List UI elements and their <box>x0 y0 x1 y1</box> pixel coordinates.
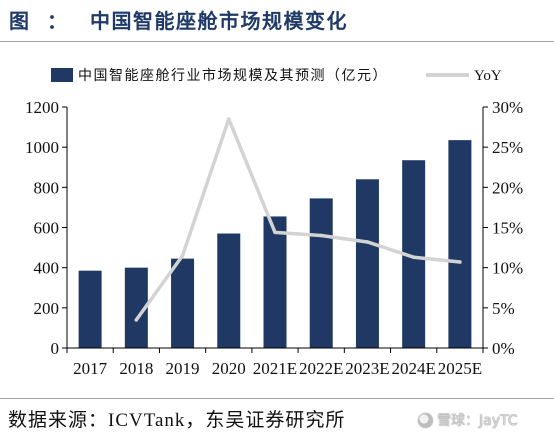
y-tick-label: 1200 <box>25 98 59 117</box>
y2-tick-label: 25% <box>492 138 523 157</box>
bar-2017 <box>78 270 102 348</box>
title-separator: ： <box>47 9 67 33</box>
figure-label: 图 <box>9 9 29 33</box>
legend-label-line: YoY <box>474 68 502 84</box>
yoy-point-2022E <box>319 233 323 238</box>
snowball-logo-icon <box>418 413 433 428</box>
y2-tick-label: 30% <box>492 98 523 117</box>
y2-tick-label: 10% <box>492 259 523 278</box>
x-tick-label: 2025E <box>438 359 482 378</box>
yoy-point-2020 <box>227 117 231 121</box>
y-tick-label: 400 <box>34 259 60 278</box>
y2-tick-label: 20% <box>492 178 523 197</box>
x-tick-label: 2021E <box>253 359 297 378</box>
chart-title: 中国智能座舱市场规模变化 <box>90 9 348 33</box>
x-tick-label: 2017 <box>73 359 108 378</box>
x-tick-label: 2018 <box>119 359 153 378</box>
bar-2018 <box>124 267 148 348</box>
bar-2020 <box>217 233 241 348</box>
y-tick-label: 800 <box>34 178 60 197</box>
data-source-note: 数据来源：ICVTank，东吴证券研究所 <box>8 410 346 431</box>
yoy-point-2023E <box>365 240 370 244</box>
watermark: 雪球：JayTC <box>418 410 518 432</box>
bar-2022E <box>309 198 333 348</box>
axes: 0 200 400 600 800 1000 1200 0% 5% 10% 15% 20% 25% 30%… <box>25 98 523 378</box>
y-tick-label: 200 <box>34 299 60 318</box>
yoy-series <box>134 117 462 322</box>
x-tick-label: 2020 <box>212 359 246 378</box>
yoy-point-2018 <box>134 318 139 322</box>
figure-title: 图 ： 中国智能座舱市场规模变化 <box>9 8 529 34</box>
y-tick-label: 600 <box>34 219 60 238</box>
x-tick-label: 2022E <box>299 359 343 378</box>
yoy-point-2021E <box>273 230 277 235</box>
bar-2021E <box>263 216 287 348</box>
bar-2023E <box>355 179 379 348</box>
x-tick-label: 2019 <box>166 359 200 378</box>
yoy-point-2024E <box>411 255 416 259</box>
bar-2025E <box>448 140 472 348</box>
legend-swatch-bar <box>51 68 73 82</box>
legend: 中国智能座舱行业市场规模及其预测（亿元） YoY <box>51 67 502 84</box>
x-tick-label: 2023E <box>345 359 389 378</box>
y-tick-label: 1000 <box>25 138 59 157</box>
header-divider <box>0 41 554 42</box>
bar-2019 <box>171 258 195 348</box>
y2-tick-label: 5% <box>492 299 515 318</box>
yoy-line <box>134 117 462 322</box>
x-tick-label: 2024E <box>391 359 435 378</box>
bar-2024E <box>402 160 426 348</box>
yoy-point-2019 <box>180 253 185 258</box>
y2-tick-label: 15% <box>492 219 523 238</box>
watermark-text: 雪球：JayTC <box>437 413 518 429</box>
yoy-point-2025E <box>458 260 462 264</box>
y2-tick-label: 0% <box>492 339 515 358</box>
footer-divider <box>0 398 554 399</box>
y-tick-label: 0 <box>51 339 60 358</box>
legend-label-bar: 中国智能座舱行业市场规模及其预测（亿元） <box>78 67 388 84</box>
